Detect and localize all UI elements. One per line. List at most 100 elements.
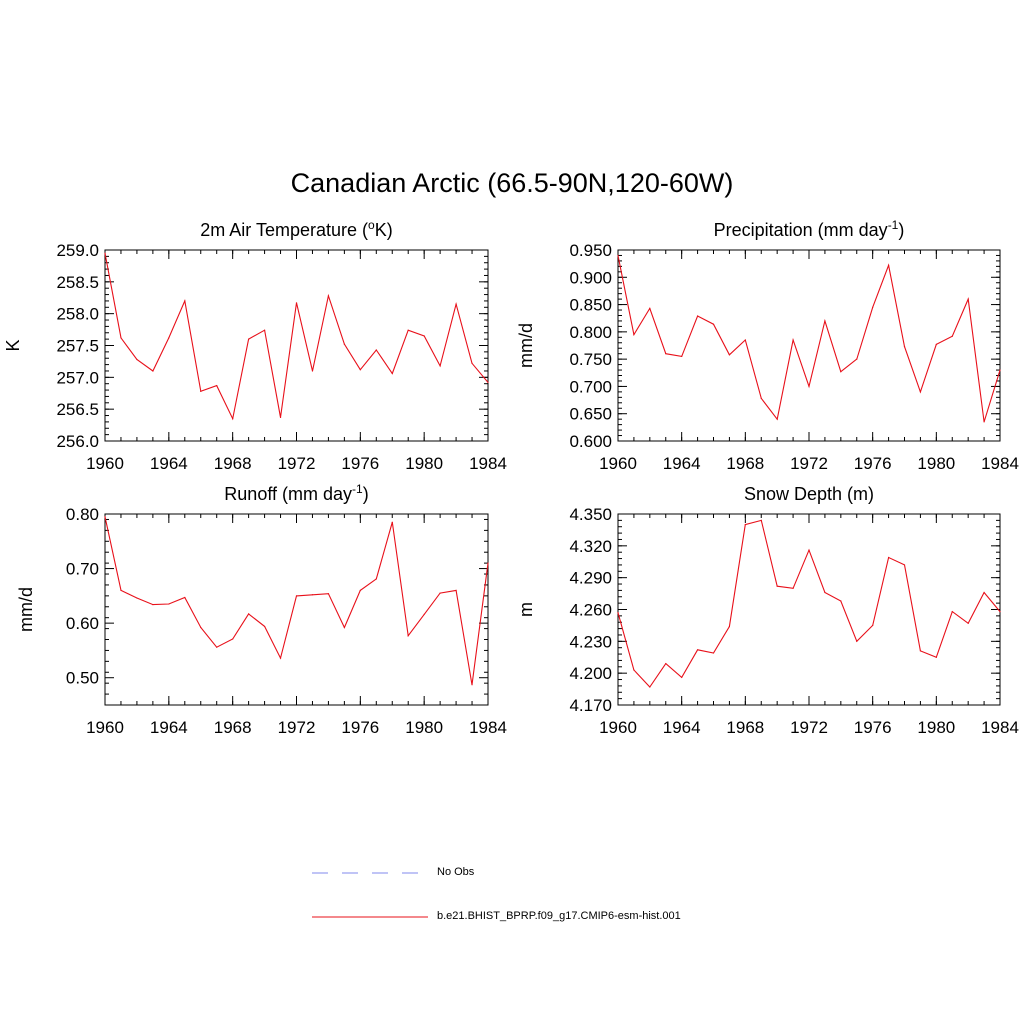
plot-frame (104, 249, 489, 442)
data-point (136, 358, 138, 361)
panel-2: Precipitation (mm day-1) mm/d 1960 1964 1968… (516, 218, 1019, 473)
panel-title-text-end: K) (375, 220, 393, 240)
panel-title-text: 2m Air Temperature ( (200, 220, 368, 240)
data-point (903, 345, 906, 348)
x-tick-label: 1984 (469, 454, 507, 473)
x-tick-label: 1968 (214, 454, 252, 473)
x-tick-label: 1984 (469, 718, 507, 737)
x-tick-label: 1972 (790, 454, 828, 473)
data-point (375, 349, 377, 351)
y-axis-label: mm/d (516, 323, 536, 368)
y-tick-label: 0.650 (569, 405, 612, 424)
plot-frame (104, 513, 489, 706)
data-point (120, 337, 122, 339)
data-point (200, 626, 202, 629)
x-tick-label: 1976 (854, 454, 892, 473)
data-point (919, 650, 922, 652)
data-point (681, 676, 683, 679)
panel-title: Runoff (mm day-1) (224, 482, 368, 504)
panel-title-superscript: o (368, 218, 375, 232)
figure-title: Canadian Arctic (66.5-90N,120-60W) (290, 168, 734, 198)
y-tick-label: 0.80 (66, 505, 99, 524)
data-point (983, 591, 985, 594)
data-point (872, 624, 874, 627)
data-point (216, 646, 218, 648)
data-point (423, 613, 425, 616)
data-point (471, 362, 473, 364)
data-point (696, 315, 699, 317)
y-tick-label: 0.50 (66, 669, 99, 688)
data-point (649, 686, 651, 688)
y-axis-label: K (3, 339, 23, 351)
data-point (760, 519, 762, 521)
data-point (168, 603, 170, 605)
legend-obs-label: No Obs (437, 866, 475, 878)
x-tick-label: 1960 (86, 454, 124, 473)
data-point (423, 335, 425, 337)
y-tick-label: 0.70 (66, 560, 99, 579)
y-tick-label: 0.950 (569, 241, 612, 260)
y-tick-label: 4.230 (569, 632, 612, 651)
data-point (808, 549, 810, 551)
data-point (633, 669, 635, 671)
data-point (391, 521, 393, 523)
x-tick-label: 1964 (150, 454, 188, 473)
data-point (824, 591, 826, 594)
data-point (487, 562, 489, 564)
x-tick-label: 1960 (86, 718, 124, 737)
data-point (232, 418, 234, 420)
data-point (983, 421, 985, 423)
y-tick-label: 258.5 (56, 273, 99, 292)
x-tick-label: 1972 (278, 718, 316, 737)
data-point (712, 323, 715, 325)
data-point (455, 303, 457, 305)
data-point (375, 578, 377, 580)
y-axis-label: m (516, 602, 536, 617)
data-point (168, 337, 170, 339)
legend-model-label: b.e21.BHIST_BPRP.f09_g17.CMIP6-esm-hist.… (437, 910, 681, 922)
data-point (776, 585, 778, 587)
data-point (649, 307, 651, 309)
y-tick-label: 257.0 (56, 368, 99, 387)
data-point (248, 338, 250, 340)
data-point (887, 264, 890, 266)
y-tick-label: 258.0 (56, 305, 99, 324)
data-point (439, 365, 441, 367)
data-point (840, 600, 842, 602)
data-point (887, 556, 890, 559)
data-point (104, 252, 106, 254)
data-point (407, 635, 409, 637)
data-point (359, 589, 361, 592)
data-point (792, 339, 794, 341)
data-point (152, 603, 154, 606)
data-point (808, 385, 810, 388)
panel-title: Snow Depth (m) (744, 484, 874, 504)
series-line (104, 253, 489, 421)
panel-title-text: Snow Depth (m) (744, 484, 874, 504)
y-tick-label: 256.5 (56, 400, 99, 419)
y-tick-label: 4.260 (569, 601, 612, 620)
data-point (999, 369, 1001, 371)
data-point (184, 596, 186, 599)
data-point (872, 306, 874, 308)
data-point (665, 663, 667, 665)
data-point (665, 353, 667, 355)
plot-frame (617, 513, 1001, 706)
data-point (295, 302, 298, 304)
data-point (120, 589, 122, 592)
panel-title-text-end: ) (898, 220, 904, 240)
y-tick-label: 257.5 (56, 337, 99, 356)
y-tick-label: 0.900 (569, 268, 612, 287)
data-point (471, 684, 473, 686)
data-point (152, 370, 154, 372)
series-line (104, 516, 489, 685)
data-point (792, 587, 794, 589)
series-line (617, 519, 1001, 688)
x-tick-label: 1984 (981, 718, 1019, 737)
y-tick-label: 0.850 (569, 296, 612, 315)
data-point (935, 343, 937, 346)
data-point (744, 339, 746, 341)
panel-title: 2m Air Temperature (oK) (200, 218, 392, 240)
data-point (728, 354, 731, 356)
data-point (311, 370, 314, 372)
